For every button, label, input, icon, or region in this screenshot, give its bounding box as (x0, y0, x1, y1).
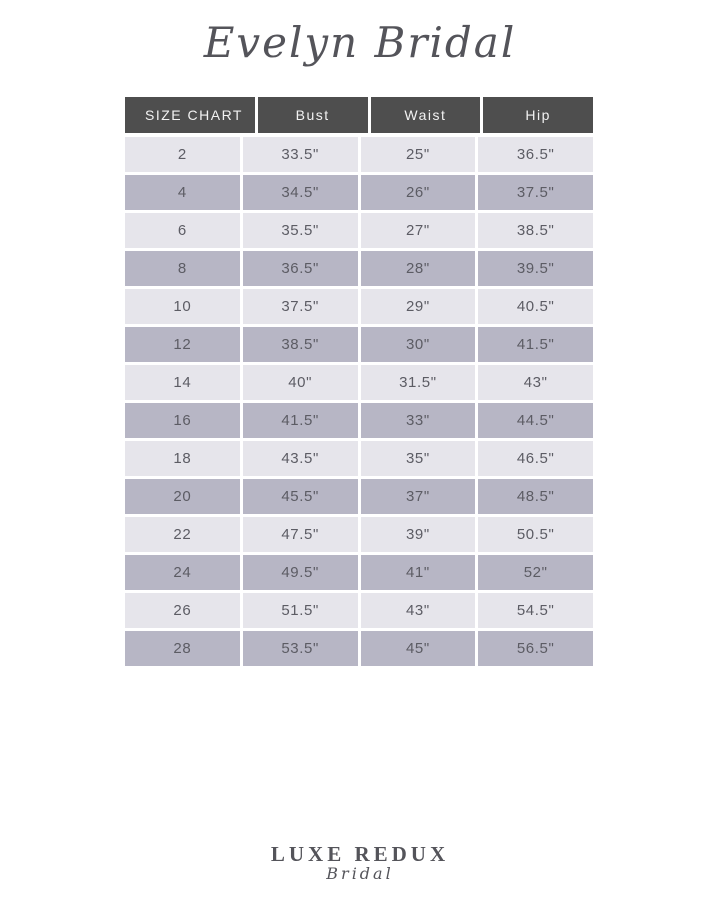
cell-hip: 43" (478, 365, 593, 400)
cell-size: 6 (125, 213, 240, 248)
cell-bust: 51.5" (242, 593, 358, 628)
footer-logo-script: Bridal (326, 864, 394, 884)
cell-bust: 45.5" (242, 479, 358, 514)
table-row: 2 33.5" 25" 36.5" (125, 137, 593, 172)
cell-waist: 25" (360, 137, 476, 172)
cell-bust: 40" (242, 365, 358, 400)
cell-hip: 37.5" (478, 175, 593, 210)
table-row: 8 36.5" 28" 39.5" (125, 251, 593, 286)
cell-hip: 56.5" (478, 631, 593, 666)
cell-size: 28 (125, 631, 240, 666)
cell-bust: 49.5" (242, 555, 358, 590)
table-row: 22 47.5" 39" 50.5" (125, 517, 593, 552)
cell-waist: 43" (360, 593, 476, 628)
cell-waist: 30" (360, 327, 476, 362)
cell-bust: 34.5" (242, 175, 358, 210)
cell-hip: 50.5" (478, 517, 593, 552)
table-row: 28 53.5" 45" 56.5" (125, 631, 593, 666)
cell-size: 12 (125, 327, 240, 362)
cell-waist: 31.5" (360, 365, 476, 400)
table-header-row: SIZE CHART Bust Waist Hip (125, 97, 593, 133)
cell-waist: 26" (360, 175, 476, 210)
cell-size: 18 (125, 441, 240, 476)
cell-size: 26 (125, 593, 240, 628)
header-cell-size-chart: SIZE CHART (125, 97, 255, 133)
cell-bust: 47.5" (242, 517, 358, 552)
table-row: 4 34.5" 26" 37.5" (125, 175, 593, 210)
cell-hip: 41.5" (478, 327, 593, 362)
table-row: 18 43.5" 35" 46.5" (125, 441, 593, 476)
size-chart-table: SIZE CHART Bust Waist Hip 2 33.5" 25" 36… (125, 97, 593, 666)
cell-bust: 38.5" (242, 327, 358, 362)
cell-size: 8 (125, 251, 240, 286)
brand-title: Evelyn Bridal (203, 18, 517, 67)
cell-bust: 37.5" (242, 289, 358, 324)
table-row: 26 51.5" 43" 54.5" (125, 593, 593, 628)
footer-logo-wordmark: LUXE REDUX (270, 842, 450, 866)
cell-bust: 33.5" (242, 137, 358, 172)
cell-waist: 29" (360, 289, 476, 324)
cell-size: 22 (125, 517, 240, 552)
footer-logo: LUXE REDUX Bridal (0, 842, 720, 884)
cell-hip: 40.5" (478, 289, 593, 324)
cell-size: 4 (125, 175, 240, 210)
cell-hip: 48.5" (478, 479, 593, 514)
cell-size: 10 (125, 289, 240, 324)
cell-bust: 36.5" (242, 251, 358, 286)
header-cell-waist: Waist (370, 97, 481, 133)
cell-hip: 36.5" (478, 137, 593, 172)
table-row: 14 40" 31.5" 43" (125, 365, 593, 400)
table-row: 24 49.5" 41" 52" (125, 555, 593, 590)
cell-waist: 33" (360, 403, 476, 438)
cell-hip: 54.5" (478, 593, 593, 628)
cell-hip: 39.5" (478, 251, 593, 286)
table-row: 20 45.5" 37" 48.5" (125, 479, 593, 514)
cell-hip: 44.5" (478, 403, 593, 438)
cell-waist: 27" (360, 213, 476, 248)
cell-size: 14 (125, 365, 240, 400)
table-row: 16 41.5" 33" 44.5" (125, 403, 593, 438)
cell-waist: 37" (360, 479, 476, 514)
header-cell-bust: Bust (257, 97, 368, 133)
cell-bust: 35.5" (242, 213, 358, 248)
header-cell-hip: Hip (483, 97, 593, 133)
cell-size: 24 (125, 555, 240, 590)
cell-bust: 43.5" (242, 441, 358, 476)
cell-size: 20 (125, 479, 240, 514)
cell-bust: 41.5" (242, 403, 358, 438)
table-row: 6 35.5" 27" 38.5" (125, 213, 593, 248)
cell-waist: 45" (360, 631, 476, 666)
cell-bust: 53.5" (242, 631, 358, 666)
cell-waist: 41" (360, 555, 476, 590)
cell-hip: 38.5" (478, 213, 593, 248)
table-body: 2 33.5" 25" 36.5" 4 34.5" 26" 37.5" 6 35… (125, 137, 593, 666)
table-row: 10 37.5" 29" 40.5" (125, 289, 593, 324)
cell-size: 2 (125, 137, 240, 172)
cell-waist: 28" (360, 251, 476, 286)
cell-waist: 35" (360, 441, 476, 476)
cell-hip: 52" (478, 555, 593, 590)
cell-hip: 46.5" (478, 441, 593, 476)
cell-waist: 39" (360, 517, 476, 552)
table-row: 12 38.5" 30" 41.5" (125, 327, 593, 362)
cell-size: 16 (125, 403, 240, 438)
